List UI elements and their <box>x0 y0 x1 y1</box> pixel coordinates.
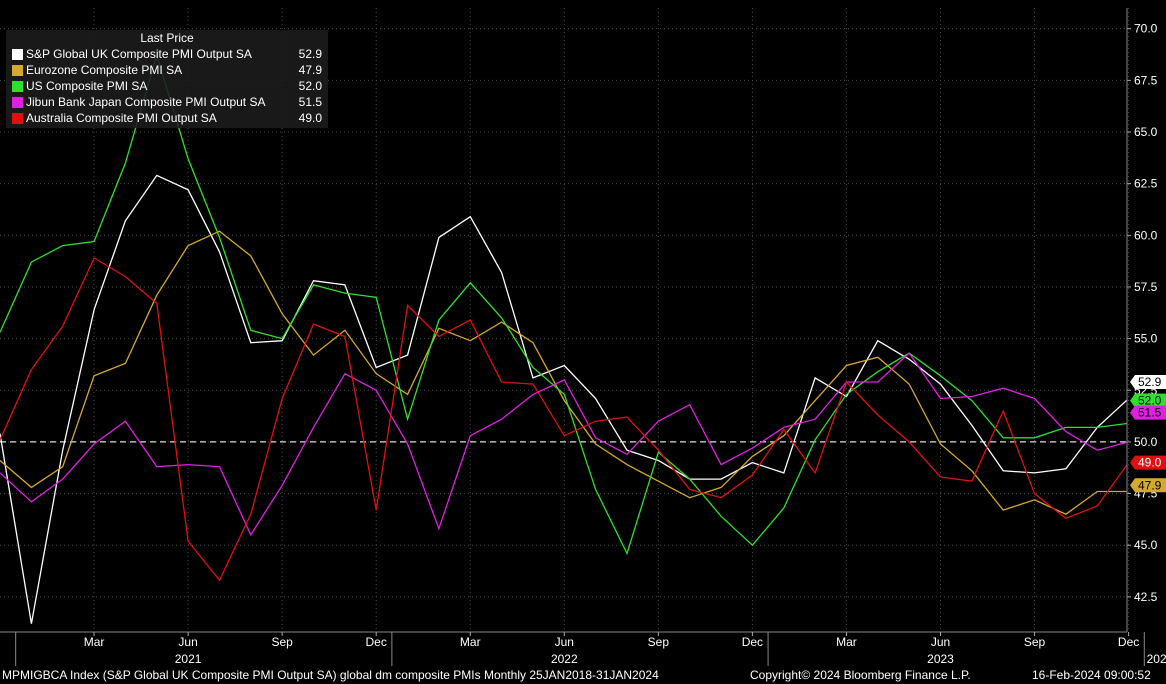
last-value-badge <box>1130 393 1166 408</box>
year-label: 2023 <box>927 652 954 666</box>
x-tick-label: Dec <box>366 635 387 649</box>
last-value-text: 52.0 <box>1138 394 1162 408</box>
y-tick-label: 50.0 <box>1134 435 1158 449</box>
series-line-3 <box>0 352 1127 537</box>
legend-series-value: 52.0 <box>298 79 322 93</box>
series-line-1 <box>0 230 1127 515</box>
legend-entry: US Composite PMI SA 52.0 <box>6 78 328 94</box>
year-label: 2022 <box>551 652 578 666</box>
footer-copyright: Copyright© 2024 Bloomberg Finance L.P. <box>750 668 971 682</box>
x-tick-label: Jun <box>931 635 950 649</box>
series-line-2 <box>0 53 1127 556</box>
legend-swatch <box>12 64 23 76</box>
y-tick-label: 42.5 <box>1134 590 1158 604</box>
y-tick-label: 45.0 <box>1134 538 1158 552</box>
legend-swatch <box>12 96 23 108</box>
y-tick-label: 67.5 <box>1134 73 1158 87</box>
legend-series-name: Eurozone Composite PMI SA <box>26 63 183 77</box>
last-value-badge <box>1130 455 1166 470</box>
x-tick-label: Dec <box>742 635 763 649</box>
legend-entry: Jibun Bank Japan Composite PMI Output SA… <box>6 94 328 110</box>
legend-swatch <box>12 112 23 124</box>
x-tick-label: Sep <box>1024 635 1046 649</box>
last-value-label: 52.9 <box>1130 374 1166 389</box>
legend-entry: Australia Composite PMI Output SA 49.0 <box>6 110 328 126</box>
legend-entry: S&P Global UK Composite PMI Output SA 52.… <box>6 46 328 62</box>
x-tick-label: Mar <box>84 635 105 649</box>
legend: Last Price S&P Global UK Composite PMI O… <box>6 30 328 128</box>
x-tick-label: Sep <box>648 635 670 649</box>
legend-series-value: 49.0 <box>298 111 322 125</box>
footer-index-description: MPMIGBCA Index (S&P Global UK Composite … <box>2 668 659 682</box>
last-value-text: 52.9 <box>1138 375 1162 389</box>
series-lines <box>0 53 1127 624</box>
y-tick-label: 70.0 <box>1134 22 1158 36</box>
last-value-label: 52.0 <box>1130 393 1166 408</box>
legend-series-name: US Composite PMI SA <box>26 79 148 93</box>
legend-rows: S&P Global UK Composite PMI Output SA 52.… <box>6 46 328 126</box>
x-tick-label: Mar <box>836 635 857 649</box>
y-tick-label: 60.0 <box>1134 228 1158 242</box>
x-tick-label: Dec <box>1118 635 1139 649</box>
x-axis: Mar Jun Sep Dec Mar Jun Sep Dec Mar Jun Sep Dec 2021… <box>0 631 1166 666</box>
last-value-text: 47.9 <box>1138 478 1162 492</box>
x-tick-label: Mar <box>460 635 481 649</box>
last-value-label: 47.9 <box>1130 478 1166 493</box>
legend-series-name: Jibun Bank Japan Composite PMI Output SA <box>26 95 266 109</box>
year-label: 2021 <box>175 652 202 666</box>
last-value-badge <box>1130 405 1166 420</box>
legend-series-value: 47.9 <box>298 63 322 77</box>
series-line-0 <box>0 174 1127 624</box>
last-value-text: 49.0 <box>1138 456 1162 470</box>
legend-series-name: Australia Composite PMI Output SA <box>26 111 217 125</box>
y-tick-label: 55.0 <box>1134 332 1158 346</box>
legend-title: Last Price <box>140 31 194 45</box>
x-tick-label: Jun <box>555 635 574 649</box>
x-tick-label: Sep <box>271 635 293 649</box>
last-value-label: 51.5 <box>1130 405 1166 420</box>
legend-swatch <box>12 48 23 60</box>
legend-series-value: 52.9 <box>298 47 322 61</box>
legend-entry: Eurozone Composite PMI SA 47.9 <box>6 62 328 78</box>
last-value-label: 49.0 <box>1130 455 1166 470</box>
last-value-badge <box>1130 478 1166 493</box>
y-tick-label: 62.5 <box>1134 177 1158 191</box>
last-value-badge <box>1130 374 1166 389</box>
legend-swatch <box>12 80 23 92</box>
footer-timestamp: 16-Feb-2024 09:00:52 <box>1032 668 1151 682</box>
series-line-4 <box>0 257 1127 582</box>
legend-series-name: S&P Global UK Composite PMI Output SA <box>26 47 252 61</box>
last-value-text: 51.5 <box>1138 406 1162 420</box>
x-tick-label: Jun <box>178 635 197 649</box>
legend-series-value: 51.5 <box>298 95 322 109</box>
year-label: 2024 <box>1147 652 1166 666</box>
y-tick-label: 57.5 <box>1134 280 1158 294</box>
y-axis: 42.545.047.550.052.555.057.560.062.565.0… <box>1126 8 1158 632</box>
y-tick-label: 65.0 <box>1134 125 1158 139</box>
last-value-labels: 52.9 52.051.5 49.0 47.9 <box>1130 374 1166 493</box>
